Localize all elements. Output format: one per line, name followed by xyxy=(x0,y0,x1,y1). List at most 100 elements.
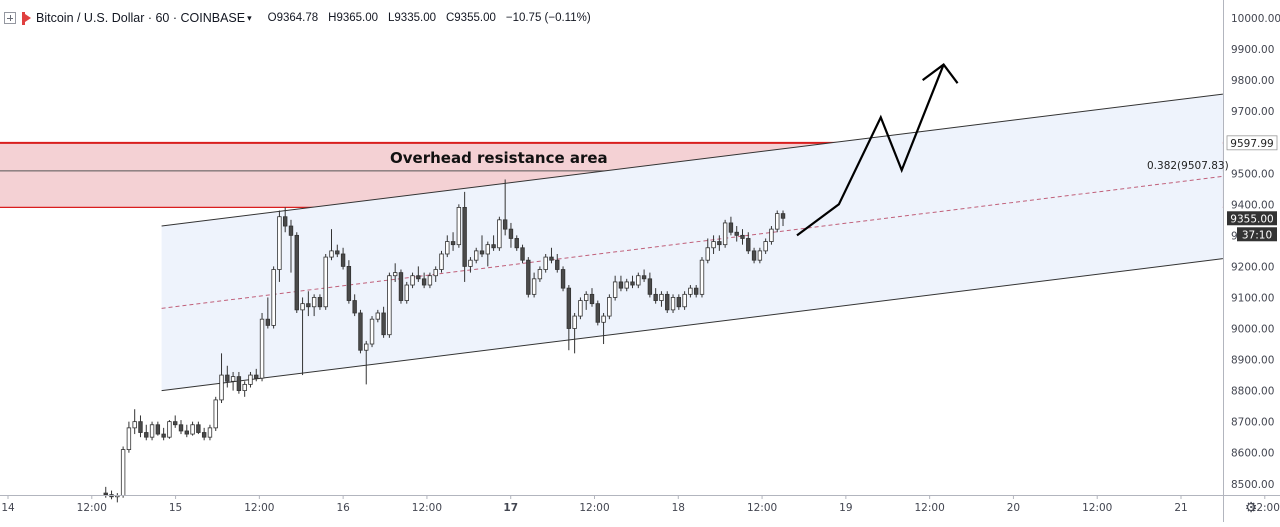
y-tick-label: 9500.00 xyxy=(1231,168,1274,180)
y-tick-label: 8700.00 xyxy=(1231,417,1274,429)
candle-body xyxy=(167,421,172,438)
candle-body xyxy=(450,241,456,246)
candle-body xyxy=(259,318,265,379)
x-tick-label: 16 xyxy=(336,502,350,514)
candle-body xyxy=(242,383,247,392)
candle-body xyxy=(265,318,271,326)
candle-body xyxy=(381,312,386,336)
y-tick-label: 9700.00 xyxy=(1231,106,1274,118)
candle-body xyxy=(230,376,236,382)
candle-body xyxy=(566,287,572,329)
x-tick-label: 12:00 xyxy=(915,502,945,514)
candle-body xyxy=(375,312,381,320)
chevron-down-icon[interactable]: ▾ xyxy=(247,12,252,23)
candle-body xyxy=(474,250,479,261)
y-tick-label: 9000.00 xyxy=(1231,324,1274,336)
candle-body xyxy=(676,297,682,308)
x-tick-label: 17 xyxy=(503,502,518,514)
candle-body xyxy=(728,222,734,233)
price-tag-last: 9355.00 xyxy=(1230,213,1273,225)
candle-body xyxy=(358,312,363,351)
candle-body xyxy=(520,247,525,261)
candle-body xyxy=(479,250,485,255)
candle-body xyxy=(607,297,612,317)
candle-body xyxy=(207,427,213,438)
candle-body xyxy=(682,293,687,308)
projection-path xyxy=(796,64,945,237)
candle-body xyxy=(537,269,543,280)
candle-body xyxy=(589,293,595,305)
y-tick-label: 8800.00 xyxy=(1231,386,1274,398)
x-tick-label: 12:00 xyxy=(244,502,274,514)
candle-body xyxy=(508,228,514,239)
price-tag-resistance: 9597.99 xyxy=(1230,138,1273,150)
candle-body xyxy=(502,219,508,230)
candle-body xyxy=(722,222,728,246)
candle-body xyxy=(317,297,323,308)
candle-body xyxy=(120,449,126,496)
candle-body xyxy=(560,269,566,289)
candle-body xyxy=(717,241,722,246)
y-tick-label: 10000.00 xyxy=(1231,13,1280,25)
candle-body xyxy=(178,424,184,432)
candle-body xyxy=(323,256,328,308)
candle-body xyxy=(659,293,664,301)
candle-body xyxy=(763,241,768,252)
expand-icon[interactable] xyxy=(4,12,16,24)
candle-body xyxy=(201,432,207,438)
candle-body xyxy=(711,241,716,249)
candle-body xyxy=(751,250,757,261)
candle-body xyxy=(254,374,259,379)
candle-body xyxy=(346,265,352,301)
candle-body xyxy=(757,250,763,261)
candle-body xyxy=(416,275,421,280)
candle-body xyxy=(271,269,276,326)
ohlc-close: C9355.00 xyxy=(445,12,496,24)
candle-body xyxy=(775,213,780,230)
candle-body xyxy=(149,424,155,438)
candle-body xyxy=(491,244,496,249)
candle-body xyxy=(578,300,583,317)
x-tick-label: 12:00 xyxy=(1082,502,1112,514)
ohlc-high: H9365.00 xyxy=(328,12,379,24)
x-tick-label: 18 xyxy=(672,502,685,514)
candle-body xyxy=(126,427,132,450)
x-tick-label: 12:00 xyxy=(747,502,777,514)
candle-body xyxy=(398,272,404,301)
x-tick-label: 12:00 xyxy=(77,502,107,514)
y-tick-label: 9100.00 xyxy=(1231,292,1274,304)
candle-body xyxy=(364,343,369,351)
candle-body xyxy=(410,275,415,286)
candle-body xyxy=(734,231,739,236)
candle-body xyxy=(624,281,629,289)
candle-body xyxy=(526,259,531,295)
candle-body xyxy=(427,275,433,286)
channel-lower-line xyxy=(161,258,1223,392)
candle-body xyxy=(103,492,108,496)
candle-body xyxy=(641,275,647,280)
candle-body xyxy=(144,432,149,438)
price-tag-resistance-border xyxy=(1226,135,1278,151)
candle-body xyxy=(740,234,745,239)
candle-body xyxy=(665,293,670,311)
settings-gear-icon[interactable]: ⚙ xyxy=(1245,500,1258,516)
resistance-label: Overhead resistance area xyxy=(390,149,608,167)
candle-body xyxy=(132,421,137,429)
symbol-label[interactable]: Bitcoin / U.S. Dollar · 60 · COINBASE xyxy=(36,11,246,25)
candle-body xyxy=(219,374,224,401)
candle-body xyxy=(173,421,178,426)
fib-level-label: 0.382(9507.83) xyxy=(1147,160,1229,172)
y-tick-label: 8900.00 xyxy=(1231,355,1274,367)
candle-body xyxy=(213,399,218,429)
candle-body xyxy=(288,225,294,236)
x-tick-label: 15 xyxy=(169,502,182,514)
candle-body xyxy=(485,244,490,255)
x-tick-label: 12:00 xyxy=(412,502,442,514)
candle-body xyxy=(456,207,462,246)
price-tag-last-bg xyxy=(1227,211,1277,226)
price-tag-resistance-bg xyxy=(1227,135,1277,150)
candle-body xyxy=(294,234,299,311)
candle-body xyxy=(277,216,282,270)
candle-body xyxy=(300,303,305,311)
